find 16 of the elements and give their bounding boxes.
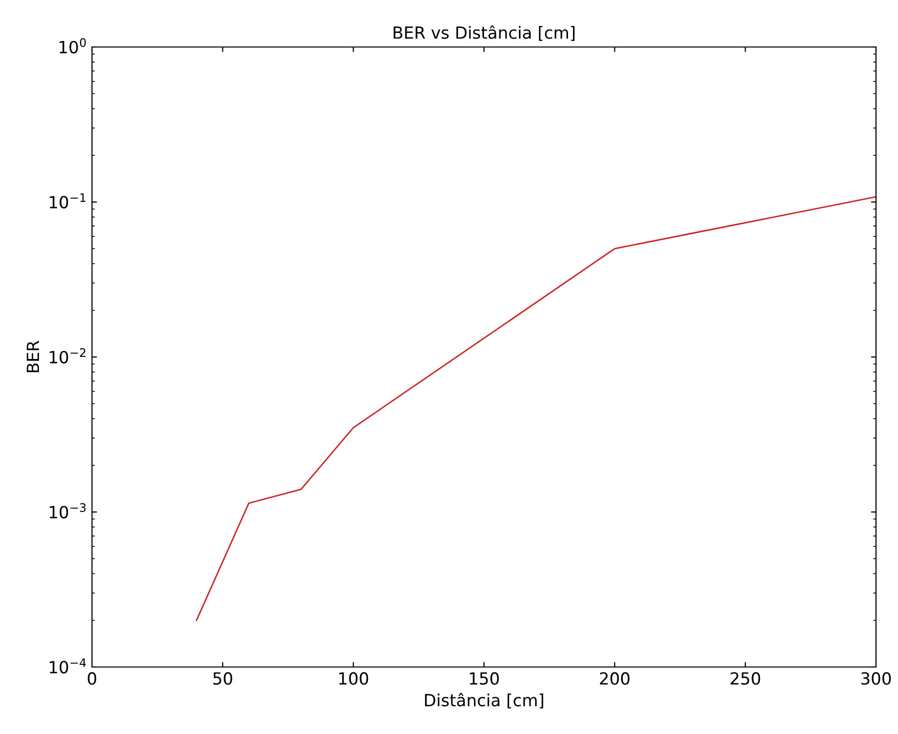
x-axis-title: Distância [cm]: [425, 692, 544, 708]
x-tick-label: 50: [213, 672, 232, 685]
y-tick-label: 10$^{−1}$: [50, 193, 86, 208]
y-tick-label: 10$^{−4}$: [50, 658, 86, 674]
y-tick-label: 10$^{−3}$: [50, 503, 86, 518]
x-tick-label: 0: [88, 672, 96, 685]
y-tick-label: 10$^{−2}$: [50, 348, 86, 364]
x-tick-label: 200: [600, 672, 630, 685]
x-tick-label: 300: [861, 672, 891, 685]
y-axis-title: BER: [26, 340, 39, 372]
x-tick-label: 150: [470, 672, 499, 685]
chart-title: BER vs Distância [cm]: [394, 25, 574, 41]
line-series: [196, 196, 876, 622]
y-tick-label: 10$^{0}$: [60, 38, 86, 54]
x-tick-label: 250: [730, 672, 760, 685]
x-tick-label: 100: [339, 672, 368, 685]
